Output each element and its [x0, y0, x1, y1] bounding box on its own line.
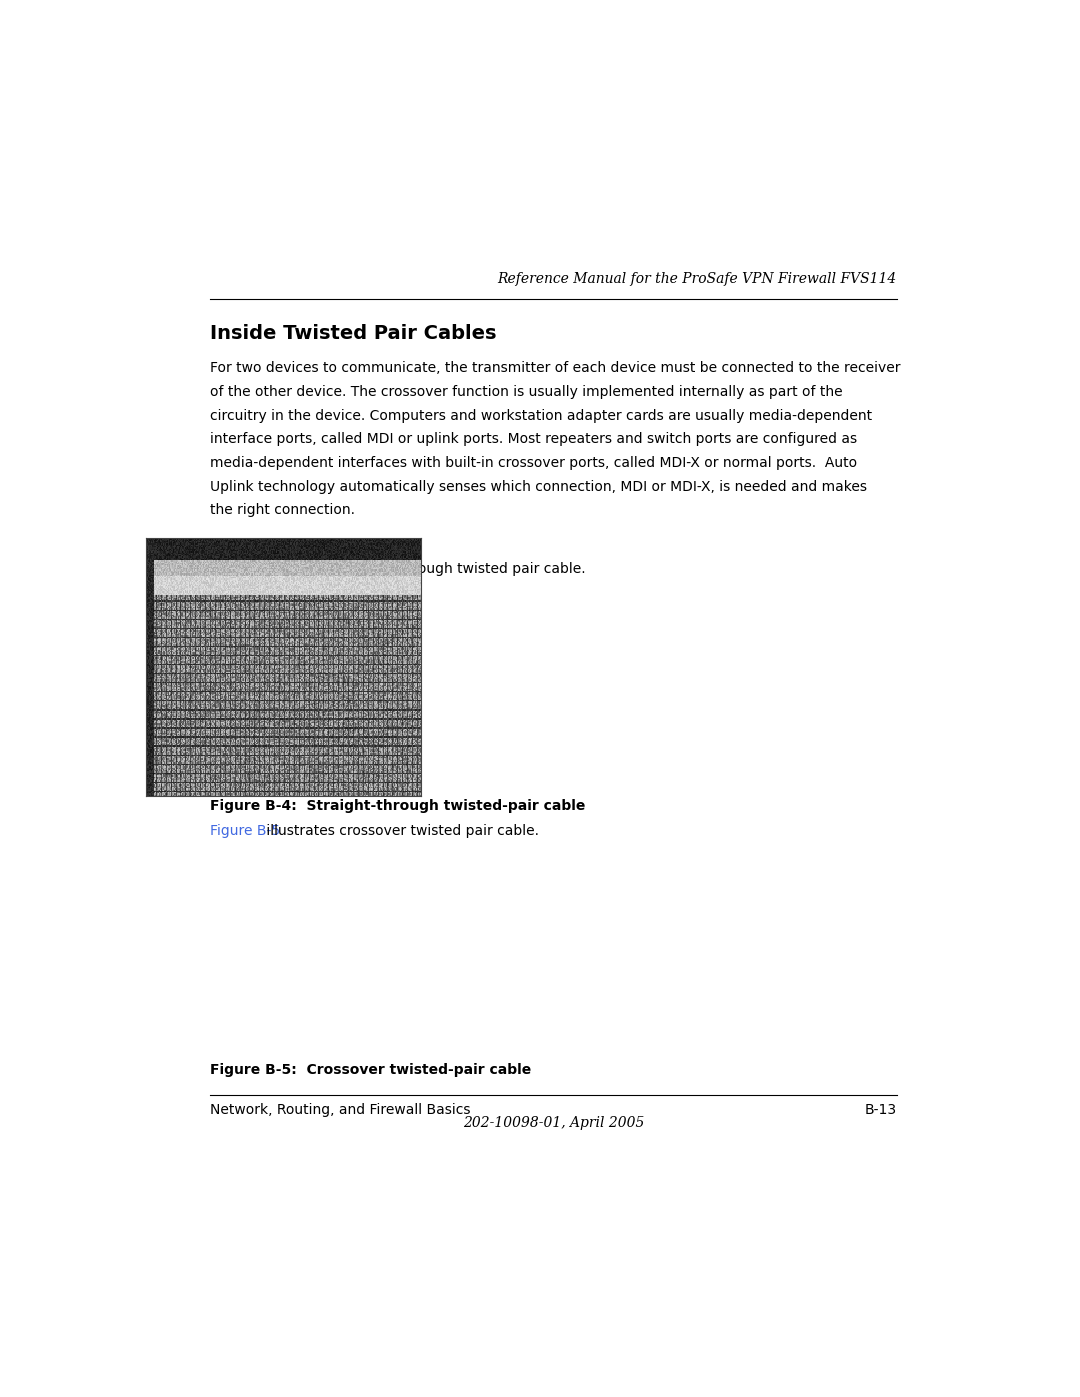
Text: For two devices to communicate, the transmitter of each device must be connected: For two devices to communicate, the tran… [211, 362, 901, 376]
Text: B-13: B-13 [865, 1104, 896, 1118]
Text: the right connection.: the right connection. [211, 503, 355, 517]
Text: circuitry in the device. Computers and workstation adapter cards are usually med: circuitry in the device. Computers and w… [211, 408, 873, 423]
Text: Figure B-5:  Crossover twisted-pair cable: Figure B-5: Crossover twisted-pair cable [211, 1063, 531, 1077]
Text: Figure B-5: Figure B-5 [211, 824, 281, 838]
Text: 202-10098-01, April 2005: 202-10098-01, April 2005 [463, 1116, 644, 1130]
Text: Uplink technology automatically senses which connection, MDI or MDI-X, is needed: Uplink technology automatically senses w… [211, 479, 867, 493]
Text: Figure B-4:  Straight-through twisted-pair cable: Figure B-4: Straight-through twisted-pai… [211, 799, 585, 813]
Text: Network, Routing, and Firewall Basics: Network, Routing, and Firewall Basics [211, 1104, 471, 1118]
Text: Inside Twisted Pair Cables: Inside Twisted Pair Cables [211, 324, 497, 342]
Text: of the other device. The crossover function is usually implemented internally as: of the other device. The crossover funct… [211, 386, 843, 400]
Text: interface ports, called MDI or uplink ports. Most repeaters and switch ports are: interface ports, called MDI or uplink po… [211, 432, 858, 446]
Text: illustrates crossover twisted pair cable.: illustrates crossover twisted pair cable… [261, 824, 539, 838]
Text: illustrates straight-through twisted pair cable.: illustrates straight-through twisted pai… [261, 563, 585, 577]
Text: media-dependent interfaces with built-in crossover ports, called MDI-X or normal: media-dependent interfaces with built-in… [211, 455, 858, 469]
Text: Reference Manual for the ProSafe VPN Firewall FVS114: Reference Manual for the ProSafe VPN Fir… [498, 272, 896, 286]
Text: Figure B-4: Figure B-4 [211, 563, 281, 577]
